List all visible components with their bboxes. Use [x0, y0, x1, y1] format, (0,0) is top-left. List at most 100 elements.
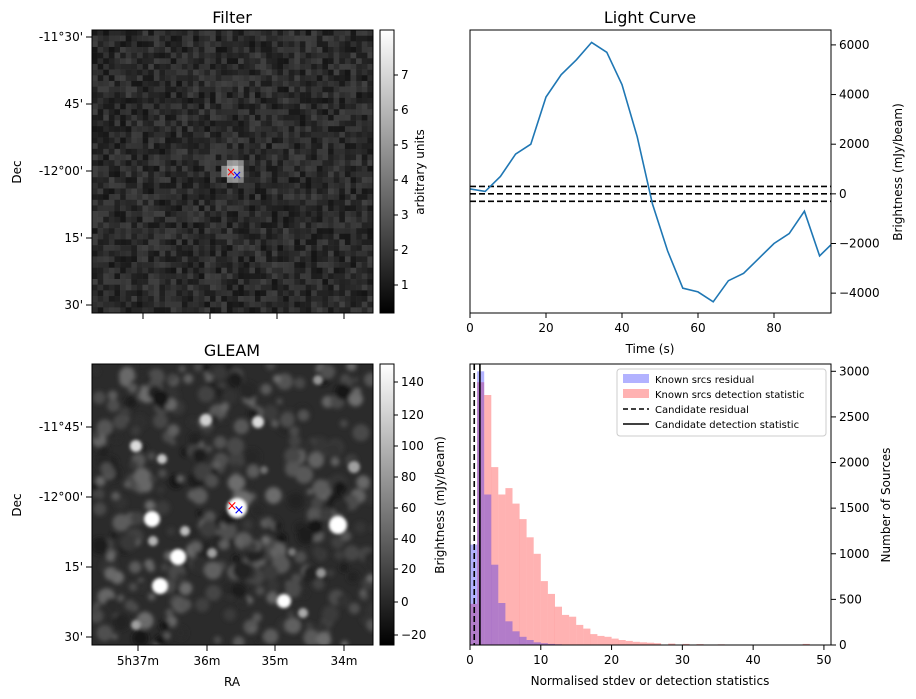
- detection-bar: [547, 593, 555, 645]
- residual-bar: [505, 621, 513, 645]
- gleam-ra-tick: 34m: [331, 654, 358, 668]
- gleam-cb-tick: 100: [401, 439, 424, 453]
- histogram-xtick: 0: [466, 653, 474, 667]
- filter-red-marker: ×: [226, 165, 236, 179]
- gleam-ra-axis: 5h37m 36m 35m 34m RA: [117, 645, 358, 689]
- legend-label: Candidate detection statistic: [655, 420, 799, 431]
- detection-bar: [562, 614, 570, 645]
- detection-bar: [519, 519, 527, 645]
- light-curve-ytick: 0: [839, 187, 847, 201]
- gleam-dec-tick: -12°00': [39, 490, 83, 504]
- detection-bar: [533, 553, 541, 645]
- filter-dec-tick: -12°00': [39, 164, 83, 178]
- light-curve-chart: Light Curve 0 20 40 60 80 −4000 −2000 0 2000 4000…: [466, 8, 905, 356]
- light-curve-ylabel: Brightness (mJy/beam): [891, 103, 905, 241]
- histogram-frame: [469, 363, 832, 646]
- filter-dec-tick: 15': [64, 231, 83, 245]
- histogram-ytick: 500: [839, 592, 862, 606]
- histogram-xtick: 10: [533, 653, 548, 667]
- detection-bar: [470, 603, 478, 645]
- detection-bar: [569, 616, 577, 645]
- gleam-cb-tick: 120: [401, 408, 424, 422]
- gleam-dec-tick: 15': [64, 560, 83, 574]
- detection-bar: [654, 643, 662, 645]
- legend-swatch-detection: [623, 389, 649, 398]
- detection-bar: [491, 467, 499, 645]
- gleam-ra-label: RA: [224, 675, 241, 689]
- legend-label: Known srcs detection statistic: [655, 390, 804, 401]
- filter-cb-tick: 5: [401, 138, 409, 152]
- gleam-dec-tick: 30': [64, 630, 83, 644]
- gleam-frame: [91, 363, 374, 646]
- histogram-xtick: 40: [745, 653, 760, 667]
- filter-dec-label: Dec: [10, 160, 24, 183]
- filter-title: Filter: [212, 8, 252, 27]
- filter-cb-tick: 3: [401, 208, 409, 222]
- gleam-cb-tick: 40: [401, 532, 416, 546]
- gleam-cb-tick: 140: [401, 375, 424, 389]
- detection-bar: [639, 642, 647, 645]
- gleam-cb-tick: −20: [401, 628, 426, 642]
- histogram-xtick: 30: [675, 653, 690, 667]
- gleam-image: [92, 364, 373, 645]
- residual-bar: [491, 564, 499, 645]
- detection-bar: [597, 635, 605, 645]
- histogram-ytick: 1000: [839, 547, 870, 561]
- filter-blue-marker: ×: [232, 168, 242, 182]
- filter-cb-tick: 1: [401, 278, 409, 292]
- filter-dec-tick: -11°30': [39, 30, 83, 44]
- gleam-blue-marker: ×: [234, 503, 245, 518]
- residual-bar: [526, 640, 534, 645]
- detection-bar: [526, 537, 534, 645]
- detection-bar: [583, 628, 591, 645]
- light-curve-series: [470, 41, 831, 303]
- detection-bar: [505, 488, 513, 645]
- detection-bar: [668, 643, 676, 645]
- gleam-panel: GLEAM × × -11°45' -12°00' 15' 30' Dec 5h…: [10, 341, 447, 689]
- filter-cb-tick: 4: [401, 173, 409, 187]
- gleam-cb-tick: 80: [401, 470, 416, 484]
- residual-bar: [498, 603, 506, 645]
- filter-cb-tick: 2: [401, 243, 409, 257]
- filter-dec-axis: -11°30' 45' -12°00' 15' 30' Dec: [10, 30, 345, 319]
- residual-bar: [484, 494, 492, 645]
- gleam-cb-tick: 60: [401, 501, 416, 515]
- light-curve-ytick: −2000: [839, 236, 880, 250]
- detection-bar: [540, 581, 548, 645]
- filter-image: [92, 30, 373, 313]
- detection-bar: [512, 503, 520, 645]
- gleam-dec-tick: -11°45': [39, 420, 83, 434]
- gleam-cb-tick: 20: [401, 562, 416, 576]
- detection-bar: [590, 634, 598, 645]
- light-curve-title: Light Curve: [604, 8, 696, 27]
- legend-label: Known srcs residual: [655, 375, 754, 386]
- gleam-ra-tick: 35m: [262, 654, 289, 668]
- gleam-dec-axis: -11°45' -12°00' 15' 30' Dec: [10, 420, 92, 644]
- filter-dec-tick: 30': [64, 298, 83, 312]
- histogram-legend: Known srcs residual Known srcs detection…: [616, 368, 827, 437]
- histogram-ytick: 2000: [839, 456, 870, 470]
- light-curve-xtick: 40: [614, 321, 629, 335]
- legend-swatch-residual: [623, 374, 649, 383]
- gleam-cb-tick: 0: [401, 595, 409, 609]
- light-curve-ytick: 4000: [839, 88, 870, 102]
- light-curve-xtick: 60: [690, 321, 705, 335]
- detection-bar: [632, 641, 640, 645]
- histogram-ylabel: Number of Sources: [879, 448, 893, 563]
- light-curve-xtick: 80: [766, 321, 781, 335]
- histogram-ytick: 2500: [839, 410, 870, 424]
- legend-label: Candidate residual: [655, 405, 749, 416]
- detection-bar: [576, 624, 584, 645]
- detection-bar: [618, 640, 626, 645]
- filter-cb-tick: 7: [401, 68, 409, 82]
- gleam-dec-label: Dec: [10, 493, 24, 516]
- light-curve-ytick: 2000: [839, 137, 870, 151]
- filter-colorbar: 1 2 3 4 5 6 7 arbitrary units: [379, 29, 427, 314]
- filter-colorbar-label: arbitrary units: [413, 129, 427, 215]
- gleam-ra-tick: 36m: [194, 654, 221, 668]
- gleam-red-marker: ×: [227, 499, 238, 514]
- detection-bar: [484, 395, 492, 645]
- light-curve-frame: [469, 29, 832, 314]
